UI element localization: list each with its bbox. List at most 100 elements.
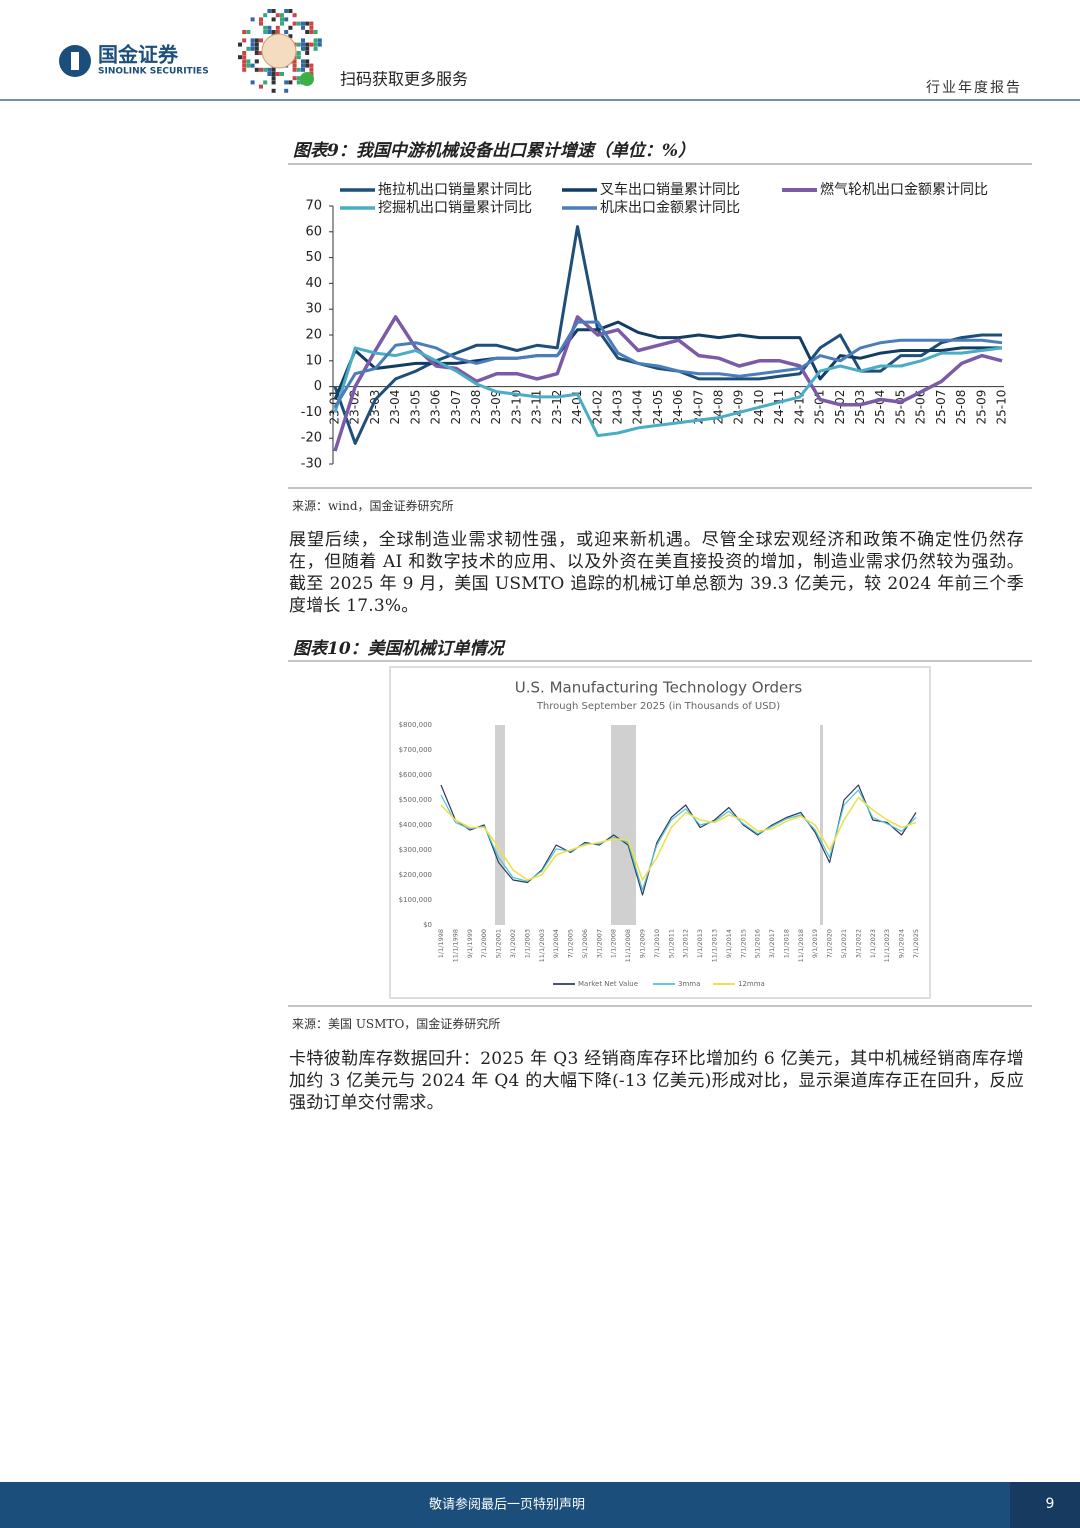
qr-module — [259, 38, 263, 43]
legend-label: 12mma — [738, 980, 765, 988]
x-tick-label: 5/1/2021 — [840, 929, 848, 958]
footer-bar — [0, 1482, 1080, 1528]
qr-module — [275, 72, 280, 76]
qr-module — [275, 25, 280, 30]
chart-subtitle: Through September 2025 (in Thousands of … — [536, 701, 780, 712]
legend-label: 拖拉机出口销量累计同比 — [378, 182, 532, 198]
line-series — [333, 320, 1003, 408]
x-tick-label: 25-05 — [893, 390, 907, 425]
x-tick-label: 24-02 — [590, 390, 604, 425]
legend-label: 燃气轮机出口金额累计同比 — [820, 181, 988, 198]
x-tick-label: 3/1/2007 — [595, 929, 603, 958]
legend-label: 叉车出口销量累计同比 — [600, 181, 740, 198]
qr-module — [301, 63, 305, 68]
y-tick-label: 50 — [305, 250, 322, 265]
qr-module — [254, 67, 259, 72]
qr-module — [238, 55, 242, 60]
qr-module — [254, 46, 259, 51]
qr-module — [259, 51, 263, 55]
qr-module — [263, 30, 268, 34]
qr-caption: 扫码获取更多服务 — [340, 70, 468, 89]
qr-module — [254, 42, 259, 47]
x-tick-label: 9/1/2019 — [811, 929, 819, 958]
x-tick-label: 23-09 — [489, 390, 503, 425]
qr-module — [259, 17, 263, 22]
qr-module — [238, 42, 242, 47]
x-tick-label: 7/1/2000 — [480, 929, 488, 958]
qr-module — [271, 88, 276, 93]
qr-module — [284, 9, 289, 13]
qr-module — [309, 21, 314, 26]
qr-module — [301, 42, 305, 47]
qr-module — [301, 46, 305, 51]
qr-module — [280, 21, 284, 26]
recession-shade — [611, 725, 636, 925]
qr-module — [242, 67, 247, 72]
qr-module — [242, 59, 247, 64]
x-tick-label: 25-09 — [974, 390, 988, 425]
x-tick-label: 1/1/2003 — [523, 929, 531, 958]
x-tick-label: 11/1/2013 — [710, 929, 718, 962]
qr-module — [292, 63, 297, 68]
qr-module — [292, 76, 297, 81]
qr-module — [296, 80, 301, 85]
x-tick-label: 1/1/2013 — [696, 929, 704, 958]
x-tick-label: 25-01 — [813, 390, 827, 425]
qr-module — [242, 55, 247, 60]
y-tick-label: 20 — [305, 328, 322, 343]
qr-module — [301, 21, 305, 26]
qr-module — [305, 42, 310, 47]
qr-module — [246, 46, 251, 51]
y-tick-label: 70 — [305, 199, 322, 214]
legend-label: Market Net Value — [578, 980, 638, 988]
y-tick-label: -10 — [301, 405, 322, 420]
qr-center-logo — [261, 33, 297, 69]
qr-module — [313, 30, 318, 34]
y-tick-label: $800,000 — [399, 721, 432, 729]
line-series — [440, 796, 917, 881]
x-tick-label: 9/1/2024 — [898, 929, 906, 958]
y-tick-label: $200,000 — [399, 871, 432, 879]
qr-module — [284, 30, 289, 34]
qr-module — [301, 25, 305, 30]
qr-module — [242, 51, 247, 55]
x-tick-label: 23-04 — [388, 390, 402, 425]
qr-module — [259, 21, 263, 26]
x-tick-label: 1/1/2008 — [610, 929, 618, 958]
qr-module — [305, 63, 310, 68]
line-series — [333, 346, 1003, 438]
qr-module — [288, 80, 293, 85]
y-tick-label: $700,000 — [399, 746, 432, 754]
x-tick-label: 9/1/2014 — [725, 929, 733, 958]
x-tick-label: 5/1/2006 — [581, 929, 589, 958]
x-tick-label: 25-02 — [833, 390, 847, 425]
y-tick-label: 0 — [314, 379, 322, 394]
x-tick-label: 9/1/2009 — [639, 929, 647, 958]
x-tick-label: 3/1/2012 — [682, 929, 690, 958]
qr-module — [292, 21, 297, 26]
qr-module — [254, 59, 259, 64]
qr-module — [301, 67, 305, 72]
qr-module — [292, 13, 297, 18]
x-tick-label: 11/1/2023 — [883, 929, 891, 962]
x-tick-label: 24-12 — [792, 390, 806, 425]
qr-module — [296, 76, 301, 81]
x-tick-label: 11/1/2003 — [538, 929, 546, 962]
qr-module — [242, 38, 247, 43]
qr-module — [267, 67, 272, 72]
figure-source: 来源：wind，国金证券研究所 — [292, 499, 454, 513]
qr-module — [292, 67, 297, 72]
qr-module — [263, 25, 268, 30]
qr-module — [267, 30, 272, 34]
qr-module — [259, 67, 263, 72]
qr-module — [271, 30, 276, 34]
x-tick-label: 3/1/2022 — [854, 929, 862, 958]
x-tick-label: 24-09 — [732, 390, 746, 425]
x-tick-label: 25-03 — [853, 390, 867, 425]
x-tick-label: 3/1/2002 — [509, 929, 517, 958]
footer-disclaimer: 敬请参阅最后一页特别声明 — [429, 1497, 585, 1513]
x-tick-label: 23-08 — [469, 390, 483, 425]
qr-module — [246, 59, 251, 64]
y-tick-label: $300,000 — [399, 846, 432, 854]
